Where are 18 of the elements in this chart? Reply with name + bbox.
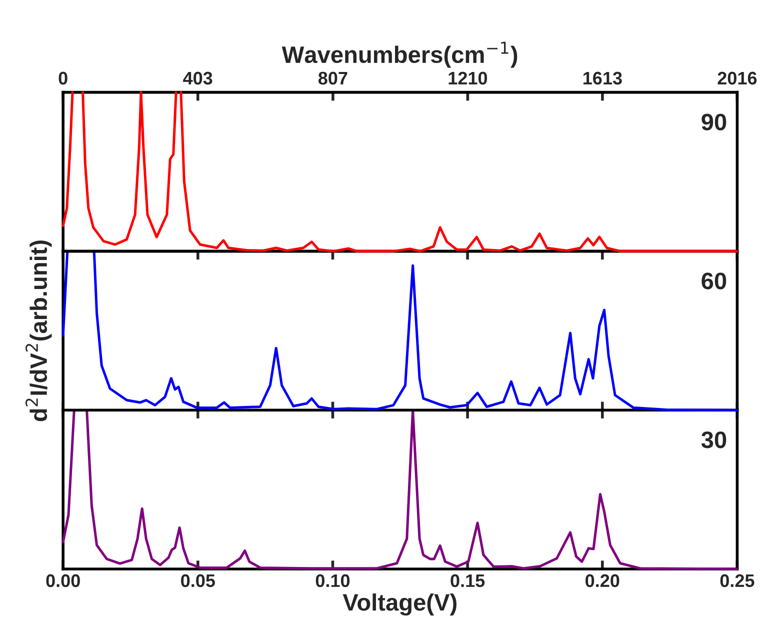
annotation: 30 bbox=[701, 431, 726, 448]
annotation: 60 bbox=[702, 272, 726, 290]
x-tick-label: 0.10 bbox=[316, 574, 350, 588]
y-axis-title: d$^{2}$I/dV$^{2}$(arb.unit) bbox=[26, 240, 52, 422]
x2-axis-title: Wavenumbers(cm$^{−1}$) bbox=[282, 42, 518, 68]
x-tick-label: 0.25 bbox=[720, 574, 754, 588]
x2-tick-label: 1210 bbox=[448, 72, 488, 85]
x2-tick-label: 0 bbox=[58, 72, 68, 85]
x-tick-label: 0.15 bbox=[450, 574, 485, 588]
x2-tick-label: 1613 bbox=[584, 72, 622, 85]
x-tick-label: 0.20 bbox=[586, 574, 620, 588]
x2-tick-label: 807 bbox=[318, 72, 348, 85]
x2-tick-label: 403 bbox=[183, 72, 212, 85]
annotation: 90 bbox=[702, 114, 726, 130]
x-tick-label: 0.05 bbox=[181, 574, 215, 588]
x-axis-title: Voltage(V) bbox=[342, 593, 456, 616]
x2-tick-label: 2016 bbox=[718, 72, 757, 85]
x-tick-label: 0.00 bbox=[46, 574, 80, 588]
